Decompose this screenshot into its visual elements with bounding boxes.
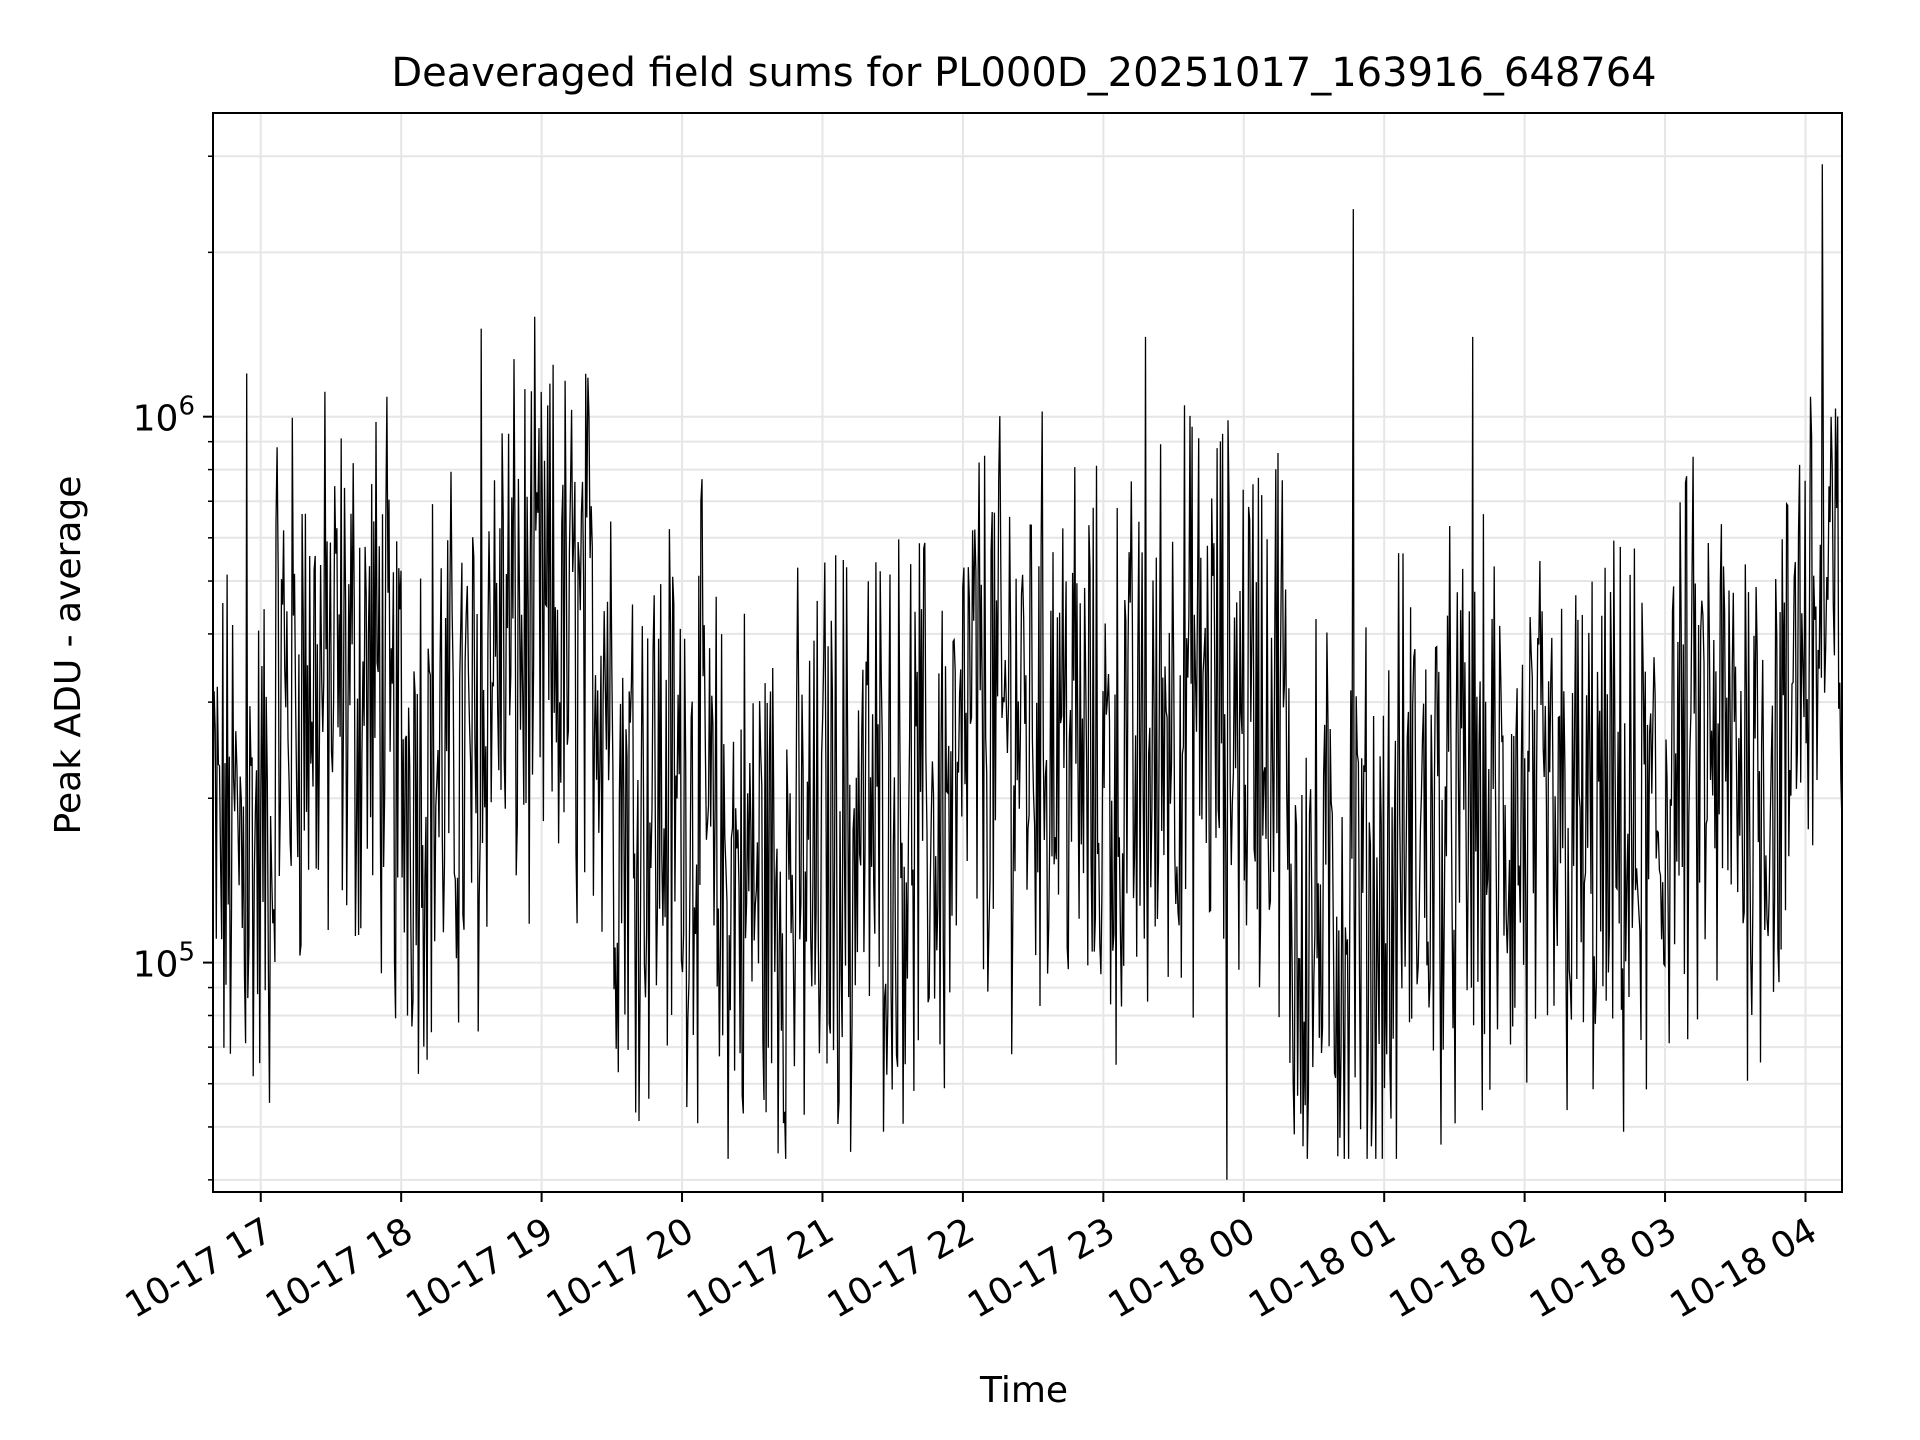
- plot-frame: [212, 112, 1843, 1193]
- series-line: [213, 164, 1842, 1180]
- y-axis: 105 106: [133, 155, 213, 1181]
- x-axis-label: Time: [979, 1370, 1068, 1411]
- y-tick-label: 106: [133, 392, 195, 440]
- chart-title: Deaveraged field sums for PL000D_2025101…: [391, 50, 1656, 96]
- series-path: [213, 164, 1842, 1180]
- y-axis-label: Peak ADU - average: [48, 476, 89, 835]
- y-tick-label: 105: [133, 938, 195, 986]
